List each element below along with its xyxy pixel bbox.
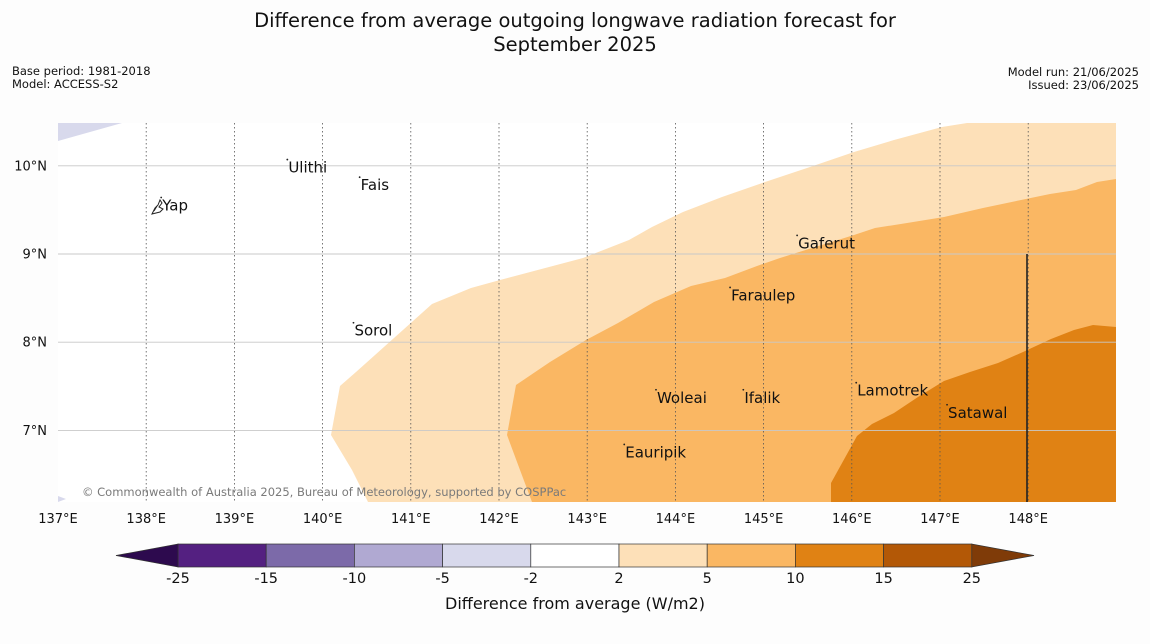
place-label: Yap (161, 196, 188, 214)
anomaly-region-weak-negative (58, 123, 122, 141)
place-marker (855, 381, 858, 384)
colorbar-label: Difference from average (W/m2) (445, 594, 705, 613)
latitude-tick-label: 9°N (23, 248, 48, 263)
place-marker (796, 234, 799, 237)
graticule (58, 123, 1116, 502)
place-marker (729, 286, 731, 289)
longitude-tick-label: 143°E (567, 512, 607, 527)
longitude-tick-label: 148°E (1008, 512, 1048, 527)
colorbar-extend-max (971, 543, 1035, 568)
latitude-tick-label: 8°N (23, 336, 48, 351)
metadata-right: Model run: 21/06/2025 Issued: 23/06/2025 (1008, 66, 1139, 92)
place-label: Faraulep (731, 286, 795, 304)
title-line-2: September 2025 (493, 33, 657, 56)
place-labels: Yap Ulithi Fais Sorol Gaferut Faraulep Woleai I… (160, 158, 1007, 461)
title-line-1: Difference from average outgoing longwav… (254, 9, 896, 32)
place-marker (946, 403, 948, 406)
longitude-tick-label: 141°E (391, 512, 431, 527)
longitude-tick-label: 138°E (126, 512, 166, 527)
longitude-labels: 137°E 138°E 139°E 140°E 141°E 142°E 143°E 144°E… (38, 512, 1048, 527)
colorbar-tick-label: -2 (524, 571, 538, 587)
issued-text: Issued: 23/06/2025 (1028, 78, 1139, 92)
longitude-tick-label: 145°E (744, 512, 784, 527)
longitude-tick-label: 142°E (479, 512, 519, 527)
base-period-text: Base period: 1981-2018 (12, 64, 151, 78)
colorbar-extend-min (115, 543, 179, 568)
colorbar-tick-label: 15 (874, 571, 892, 587)
colorbar-bin (442, 543, 532, 568)
colorbar-tick-labels: -25 -15 -10 -5 -2 2 5 10 15 25 (166, 571, 981, 587)
longitude-tick-label: 140°E (303, 512, 343, 527)
place-label: Gaferut (798, 234, 855, 252)
colorbar-tick-label: -15 (254, 571, 278, 587)
place-label: Satawal (948, 404, 1007, 422)
colorbar-tick-label: -5 (435, 571, 449, 587)
metadata-left: Base period: 1981-2018 Model: ACCESS-S2 (12, 65, 151, 91)
place-marker (286, 158, 289, 161)
place-marker (742, 388, 745, 391)
colorbar-bin (530, 543, 620, 568)
latitude-tick-label: 7°N (23, 424, 48, 439)
colorbar-bin (618, 543, 708, 568)
anomaly-region-weak-negative-corner (58, 496, 66, 502)
latitude-tick-label: 10°N (14, 159, 47, 174)
chart-title: Difference from average outgoing longwav… (0, 9, 1150, 57)
colorbar-tick-label: -25 (166, 571, 190, 587)
colorbar-tick-label: 5 (703, 571, 712, 587)
place-marker (352, 321, 355, 324)
place-label: Sorol (354, 322, 392, 340)
colorbar-tick-label: 2 (614, 571, 623, 587)
model-text: Model: ACCESS-S2 (12, 77, 119, 91)
colorbar-bin (354, 543, 443, 568)
colorbar: -25 -15 -10 -5 -2 2 5 10 15 25 (115, 543, 1035, 587)
colorbar-bin (177, 543, 267, 568)
longitude-tick-label: 146°E (832, 512, 872, 527)
longitude-tick-label: 144°E (656, 512, 696, 527)
colorbar-bin (795, 543, 884, 568)
place-marker (358, 176, 361, 179)
copyright-notice: © Commonwealth of Australia 2025, Bureau… (82, 485, 566, 499)
place-marker (655, 388, 657, 391)
colorbar-bin (706, 543, 796, 568)
place-label: Fais (361, 176, 390, 194)
anomaly-region-10-to-15 (831, 325, 1116, 502)
colorbar-bin (265, 543, 355, 568)
place-marker (623, 443, 626, 446)
place-marker (160, 196, 163, 199)
place-label: Lamotrek (857, 382, 928, 400)
colorbar-bin (883, 543, 973, 568)
forecast-map: Yap Ulithi Fais Sorol Gaferut Faraulep Woleai I… (14, 123, 1116, 527)
colorbar-bins (115, 543, 1035, 568)
place-label: Ulithi (288, 159, 327, 177)
colorbar-tick-label: 25 (963, 571, 981, 587)
longitude-tick-label: 147°E (920, 512, 960, 527)
colorbar-tick-label: 10 (786, 571, 804, 587)
model-run-text: Model run: 21/06/2025 (1007, 65, 1139, 79)
place-label: Ifalik (744, 389, 780, 407)
place-label: Eauripik (625, 443, 686, 461)
anomaly-shading (58, 123, 1116, 502)
longitude-tick-label: 139°E (215, 512, 255, 527)
latitude-labels: 10°N 9°N 8°N 7°N (14, 159, 47, 439)
colorbar-tick-label: -10 (343, 571, 367, 587)
place-label: Woleai (657, 389, 707, 407)
yap-island-outline (151, 198, 164, 215)
longitude-tick-label: 137°E (38, 512, 78, 527)
